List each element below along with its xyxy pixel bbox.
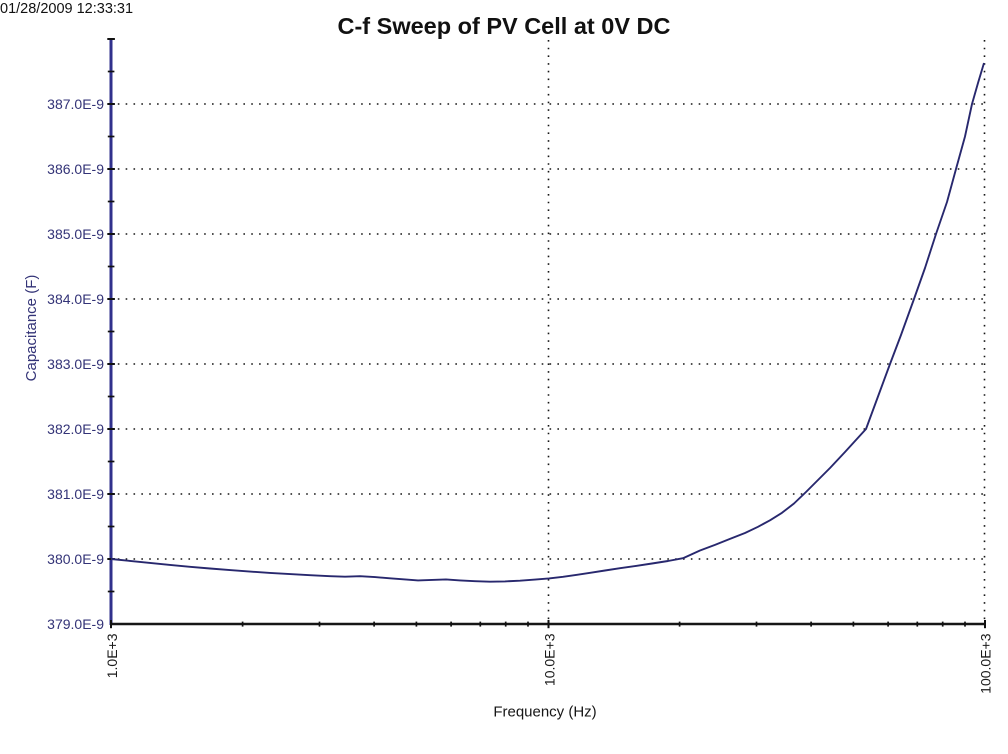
svg-text:380.0E-9: 380.0E-9 xyxy=(47,551,104,567)
svg-text:381.0E-9: 381.0E-9 xyxy=(47,486,104,502)
svg-text:386.0E-9: 386.0E-9 xyxy=(47,161,104,177)
svg-text:384.0E-9: 384.0E-9 xyxy=(47,291,104,307)
svg-text:387.0E-9: 387.0E-9 xyxy=(47,96,104,112)
svg-text:382.0E-9: 382.0E-9 xyxy=(47,421,104,437)
svg-text:C-f Sweep of PV Cell at 0V DC: C-f Sweep of PV Cell at 0V DC xyxy=(338,13,671,39)
svg-text:1.0E+3: 1.0E+3 xyxy=(104,633,120,678)
svg-text:383.0E-9: 383.0E-9 xyxy=(47,356,104,372)
svg-text:Capacitance (F): Capacitance (F) xyxy=(23,275,40,382)
svg-text:Frequency (Hz): Frequency (Hz) xyxy=(493,703,596,720)
svg-text:385.0E-9: 385.0E-9 xyxy=(47,226,104,242)
svg-text:01/28/2009 12:33:31: 01/28/2009 12:33:31 xyxy=(0,1,133,17)
svg-text:100.0E+3: 100.0E+3 xyxy=(978,633,994,694)
svg-text:379.0E-9: 379.0E-9 xyxy=(47,616,104,632)
svg-text:10.0E+3: 10.0E+3 xyxy=(542,633,558,686)
